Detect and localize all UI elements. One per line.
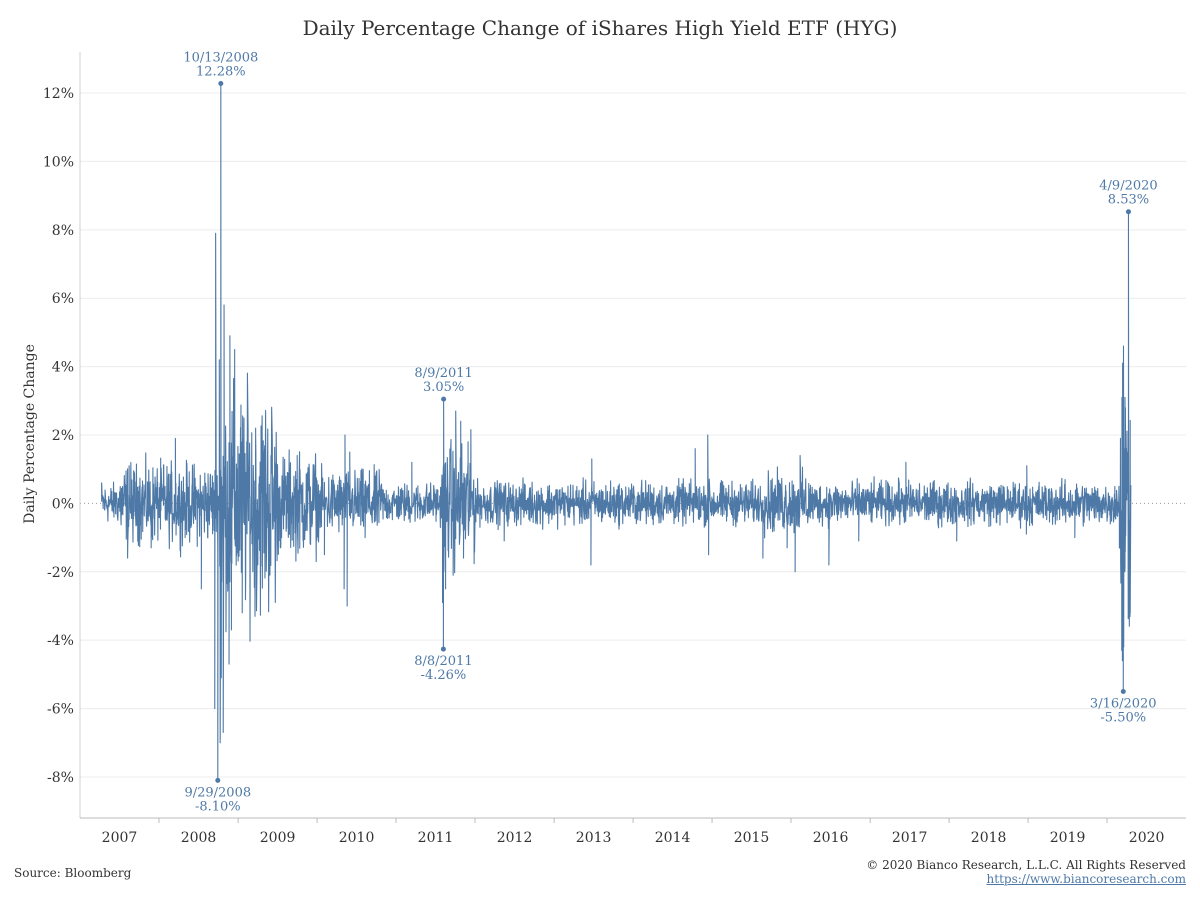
annotation-marker [441, 396, 447, 402]
x-tick-label: 2016 [813, 830, 849, 846]
y-tick-label: 12% [43, 86, 74, 102]
x-tick-label: 2010 [339, 830, 375, 846]
annotation-value: -8.10% [195, 799, 241, 814]
annotation-value: 3.05% [423, 380, 464, 395]
source-note: Source: Bloomberg [14, 866, 132, 880]
x-tick-label: 2015 [734, 830, 770, 846]
annotation-date: 9/29/2008 [184, 785, 251, 800]
x-tick-label: 2009 [260, 830, 296, 846]
y-tick-label: 10% [43, 154, 74, 170]
y-tick-label: 2% [52, 428, 74, 444]
annotation-date: 10/13/2008 [183, 50, 258, 65]
x-tick-label: 2019 [1050, 830, 1086, 846]
annotation-date: 3/16/2020 [1090, 696, 1157, 711]
x-tick-label: 2013 [576, 830, 612, 846]
x-tick-label: 2008 [181, 830, 217, 846]
x-tick-label: 2017 [892, 830, 928, 846]
x-tick-label: 2007 [102, 830, 138, 846]
annotation-marker [1125, 209, 1131, 215]
y-tick-label: 8% [52, 223, 74, 239]
y-tick-label: -8% [47, 770, 74, 786]
x-tick-label: 2020 [1129, 830, 1165, 846]
annotation-marker [218, 80, 224, 86]
annotation-marker [440, 646, 446, 652]
x-tick-label: 2011 [418, 830, 454, 846]
data-series-line [101, 82, 1132, 781]
x-tick-label: 2012 [497, 830, 533, 846]
copyright-note: © 2020 Bianco Research, L.L.C. All Right… [866, 858, 1186, 872]
annotation-marker [1120, 688, 1126, 694]
y-tick-label: -6% [47, 702, 74, 718]
series-layer [101, 82, 1132, 781]
axis-layer: -8% -6% -4% -2% 0% 2% 4% 6% 8% 10% 12% 2007 2008 2009… [43, 52, 1186, 846]
x-tick-label: 2018 [971, 830, 1007, 846]
annotation-date: 8/9/2011 [414, 366, 472, 381]
grid-layer [80, 92, 1186, 778]
annotation-value: 8.53% [1108, 193, 1149, 208]
annotation-value: -4.26% [421, 668, 467, 683]
website-link[interactable]: https://www.biancoresearch.com [986, 872, 1186, 886]
x-tick-label: 2014 [655, 830, 691, 846]
y-tick-label: -4% [47, 633, 74, 649]
annotation-marker [215, 777, 221, 783]
annotation-layer: 10/13/200812.28%9/29/2008-8.10%8/9/20113… [183, 50, 1157, 814]
y-tick-label: 6% [52, 291, 74, 307]
y-tick-label: -2% [47, 565, 74, 581]
y-tick-label: 0% [52, 496, 74, 512]
annotation-value: -5.50% [1100, 710, 1146, 725]
chart-title: Daily Percentage Change of iShares High … [302, 16, 898, 40]
annotation-date: 4/9/2020 [1099, 179, 1157, 194]
y-tick-label: 4% [52, 360, 74, 376]
annotation-date: 8/8/2011 [414, 654, 472, 669]
annotation-value: 12.28% [196, 64, 246, 79]
